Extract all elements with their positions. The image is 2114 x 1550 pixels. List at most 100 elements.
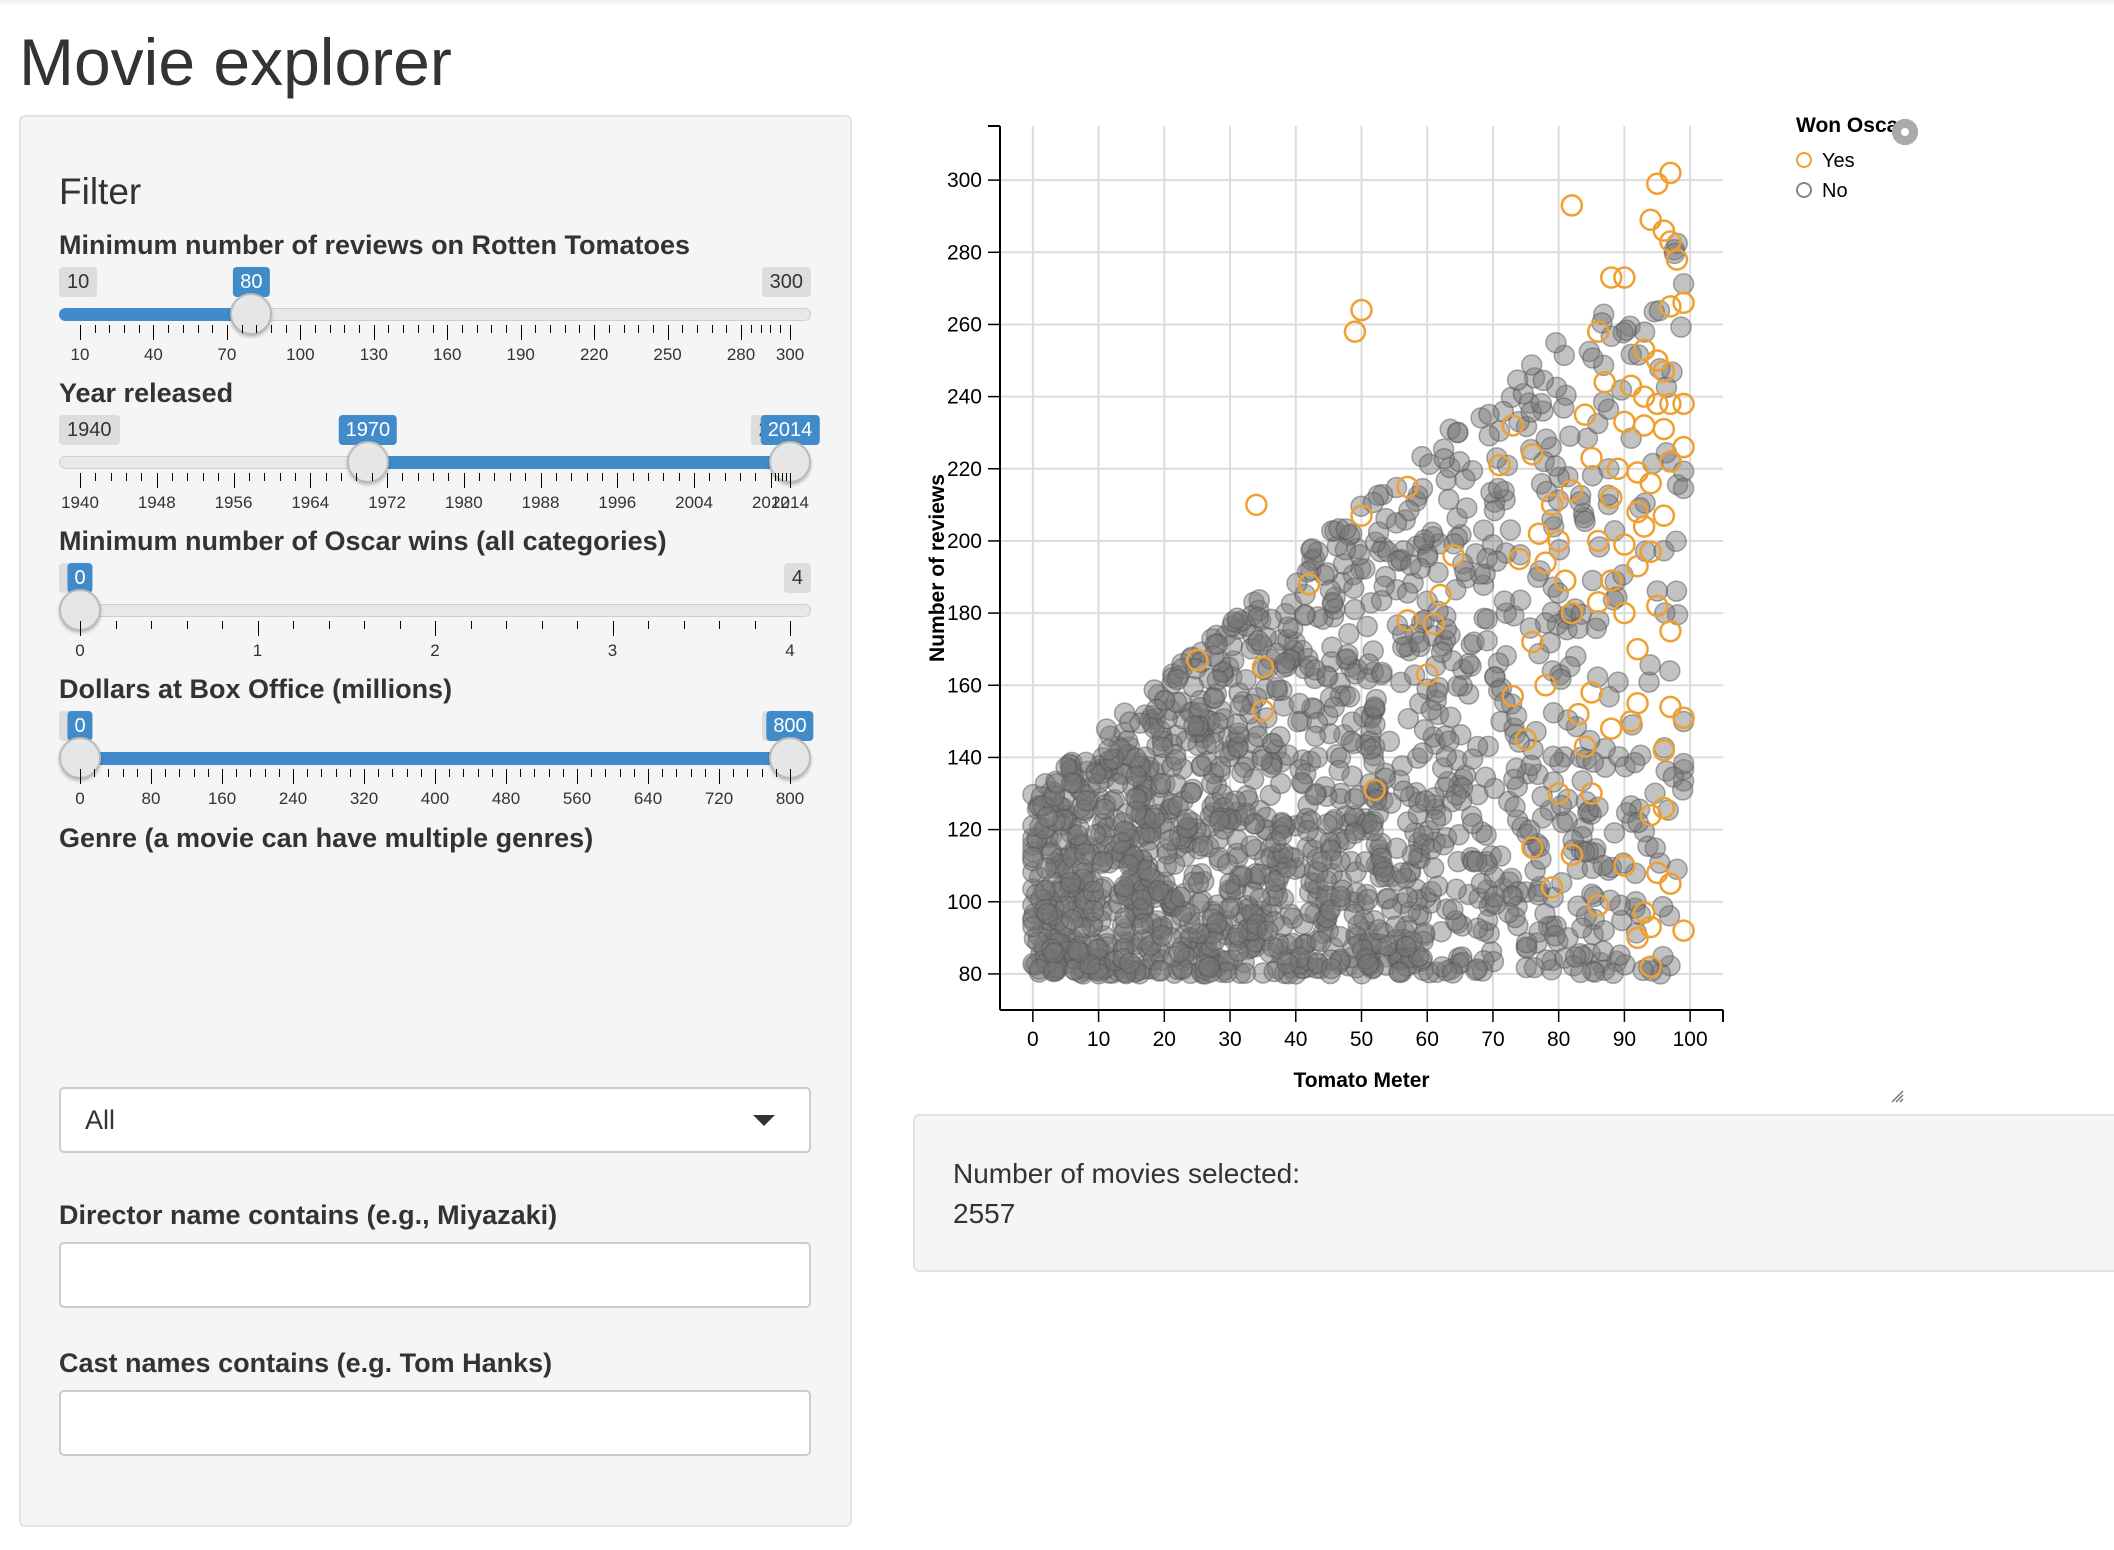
scatter-point	[1329, 950, 1351, 972]
scatter-point-oscar	[1350, 298, 1373, 322]
scatter-point	[1515, 931, 1538, 954]
scatter-point-oscar	[1245, 493, 1268, 517]
scatter-point	[1427, 600, 1449, 623]
scatter-point-oscar	[1251, 699, 1275, 722]
x-axis-label: Tomato Meter	[1293, 1069, 1429, 1092]
year-minor-tick	[417, 473, 419, 481]
scatter-point	[1518, 819, 1541, 841]
scatter-point	[1592, 854, 1614, 877]
year-handle-from[interactable]	[346, 441, 389, 483]
scatter-point	[1389, 671, 1412, 694]
genre-select[interactable]: All	[59, 1087, 811, 1153]
scatter-point	[1385, 512, 1408, 534]
scatter-point	[1169, 886, 1192, 908]
scatter-point-oscar	[1619, 374, 1643, 398]
scatter-point	[1372, 860, 1395, 883]
director-input[interactable]	[59, 1242, 811, 1308]
boxoffice-minor-tick	[179, 769, 181, 777]
year-minor-tick	[371, 473, 373, 481]
y-tick-label: 260	[947, 313, 982, 336]
scatter-point	[1551, 811, 1574, 834]
scatter-point	[1363, 752, 1385, 774]
scatter-point	[1644, 782, 1666, 805]
scatter-point	[1471, 821, 1493, 843]
scatter-point	[1544, 455, 1567, 477]
genre-label: Genre (a movie can have multiple genres)	[59, 823, 594, 853]
reviews-minor-tick	[564, 325, 566, 333]
scatter-point	[1125, 800, 1147, 823]
x-tick-label: 10	[1087, 1028, 1110, 1051]
scatter-point	[1612, 322, 1634, 344]
scatter-point	[1206, 912, 1228, 934]
scatter-point	[1478, 403, 1500, 426]
boxoffice-tick	[364, 769, 365, 784]
resize-handle-icon[interactable]	[1888, 1087, 1904, 1103]
scatter-point	[1091, 762, 1113, 784]
oscars-tick-label: 4	[785, 641, 795, 660]
scatter-point	[1304, 784, 1326, 806]
scatter-point	[1132, 912, 1154, 935]
scatter-point-oscar	[1659, 295, 1682, 318]
year-slider[interactable]: 1940 2014 1970 2014 1940 1948 1956 1964 1972 1980…	[59, 415, 820, 525]
boxoffice-slider[interactable]: 08000800080160240320400480560640720800	[59, 711, 814, 821]
oscar-wins-slider[interactable]: 04001234	[59, 563, 811, 673]
boxoffice-minor-tick	[491, 769, 493, 777]
scatter-point	[1150, 773, 1172, 795]
boxoffice-tick	[719, 769, 720, 784]
scatter-point-oscar	[1185, 648, 1209, 672]
scatter-point-oscar	[1560, 843, 1584, 867]
scatter-point-oscar	[1251, 655, 1275, 679]
scatter-point	[1082, 899, 1105, 922]
scatter-point-oscar	[1488, 453, 1511, 477]
boxoffice-tick-label: 80	[141, 789, 161, 808]
year-minor-tick	[555, 473, 557, 481]
reviews-tick-label: 40	[143, 345, 163, 364]
scatter-point-oscar	[1560, 601, 1584, 625]
scatter-point	[1118, 952, 1141, 974]
scatter-point	[1648, 299, 1671, 322]
scatter-point	[1338, 623, 1360, 645]
boxoffice-minor-tick	[378, 769, 380, 777]
boxoffice-tick-label: 640	[633, 789, 663, 808]
oscars-minor-tick	[506, 621, 507, 629]
gear-icon[interactable]	[1891, 118, 1919, 146]
reviews-handle[interactable]	[230, 293, 273, 335]
scatter-point	[1229, 927, 1251, 949]
oscars-handle[interactable]	[59, 589, 101, 631]
scatter-point-oscar	[1527, 522, 1551, 545]
reviews-tick-label: 300	[775, 345, 805, 364]
boxoffice-minor-tick	[335, 769, 337, 777]
scatter-point	[1360, 738, 1382, 760]
scatter-point	[1036, 806, 1059, 828]
boxoffice-tick-label: 720	[704, 789, 734, 808]
reviews-minor-tick	[329, 325, 331, 333]
scatter-point	[1427, 875, 1449, 897]
scatter-point-oscar	[1547, 529, 1570, 553]
scatter-point-oscar	[1600, 569, 1623, 592]
cast-input[interactable]	[59, 1390, 811, 1456]
oscars-minor-tick	[541, 621, 543, 629]
scatter-point-oscar	[1540, 493, 1564, 517]
boxoffice-minor-tick	[676, 769, 678, 777]
scatter-point-oscar	[1652, 417, 1676, 441]
scatter-point	[1203, 687, 1226, 709]
scatter-point	[1436, 898, 1458, 920]
scatter-point	[1535, 428, 1557, 450]
scatter-point-oscar	[1514, 728, 1538, 751]
scatter-point-oscar	[1580, 681, 1603, 704]
year-tick	[463, 473, 465, 488]
reviews-tick	[300, 325, 302, 340]
reviews-tick-label: 220	[579, 345, 609, 364]
scatter-point	[1569, 491, 1591, 513]
scatter-point-oscar	[1586, 320, 1610, 343]
year-minor-tick	[740, 473, 742, 481]
oscars-tick-label: 1	[252, 641, 263, 660]
boxoffice-minor-tick	[747, 769, 749, 777]
scatter-point	[1627, 811, 1649, 834]
boxoffice-minor-tick	[775, 769, 777, 777]
reviews-slider[interactable]: 10 300 80 10 40 70 100 130 160 190 220 250 280 300	[59, 267, 811, 377]
year-min-label: 1940	[59, 415, 120, 445]
reviews-minor-tick	[182, 325, 184, 333]
scatter-point	[1536, 480, 1558, 503]
oscars-track	[59, 604, 811, 617]
